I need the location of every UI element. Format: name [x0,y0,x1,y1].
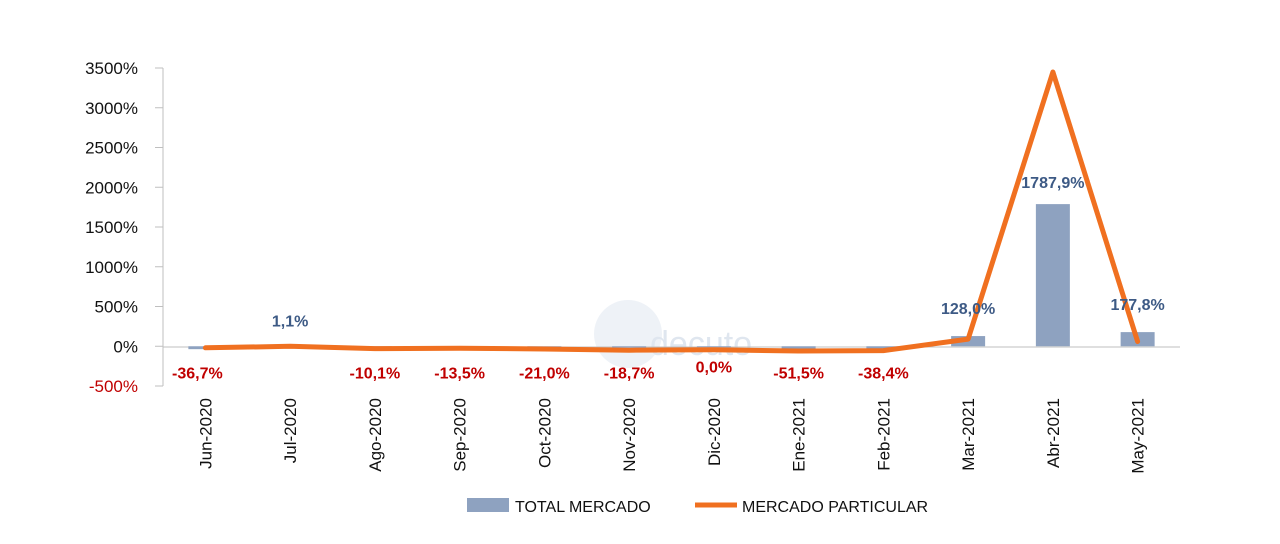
x-tick-label: Jun-2020 [196,398,215,469]
x-tick-label: Oct-2020 [535,398,554,468]
x-tick-label: Jul-2020 [281,398,300,463]
watermark-text: decuto [650,325,752,363]
bar [612,346,647,348]
mercado-particular-line [202,69,1141,354]
legend-label-total-mercado: TOTAL MERCADO [515,499,651,516]
line-series [202,69,1141,354]
x-tick-label: Ene-2021 [790,398,809,472]
y-tick-label: 1000% [85,258,138,277]
x-tick-label: Sep-2020 [451,398,470,472]
y-tick-label: -500% [89,377,138,396]
data-label: -36,7% [172,365,223,382]
data-label: -51,5% [773,365,824,382]
legend: TOTAL MERCADO MERCADO PARTICULAR [467,498,928,516]
data-label: -38,4% [858,365,909,382]
x-tick-label: Nov-2020 [620,398,639,472]
y-tick-label: 1500% [85,218,138,237]
data-label: 1787,9% [1021,175,1084,192]
x-tick-label: Feb-2021 [874,398,893,471]
x-axis-ticks: Jun-2020 Jul-2020 Ago-2020 Sep-2020 Oct-2020… [196,398,1147,474]
bar [696,346,731,348]
data-label: -13,5% [434,365,485,382]
y-tick-label: 3500% [85,59,138,78]
x-tick-label: Dic-2020 [705,398,724,466]
y-tick-label: 500% [95,298,138,317]
data-label: 128,0% [941,301,995,318]
y-tick-label: 0% [113,337,138,356]
y-tick-label: 2500% [85,139,138,158]
bar [866,346,901,350]
data-labels: -36,7% 1,1% -10,1% -13,5% -21,0% -18,7% 0,0% -5… [172,175,1165,382]
data-label: 1,1% [272,313,308,330]
legend-label-mercado-particular: MERCADO PARTICULAR [742,499,928,516]
y-axis-ticks: -500% 0% 500% 1000% 1500% 2000% 2500% 3000% 3500… [85,59,163,396]
data-label: 0,0% [696,359,732,376]
data-label: 177,8% [1110,297,1164,314]
data-label: -18,7% [604,365,655,382]
y-tick-label: 3000% [85,99,138,118]
bar [781,346,816,351]
data-label: -21,0% [519,365,570,382]
bar [1035,204,1070,347]
x-tick-label: May-2021 [1129,398,1148,474]
data-label: -10,1% [350,365,401,382]
x-tick-label: Abr-2021 [1044,398,1063,468]
y-tick-label: 2000% [85,178,138,197]
x-tick-label: Mar-2021 [959,398,978,471]
x-tick-label: Ago-2020 [366,398,385,472]
legend-swatch-total-mercado [467,498,509,512]
watermark: decuto [594,300,752,368]
